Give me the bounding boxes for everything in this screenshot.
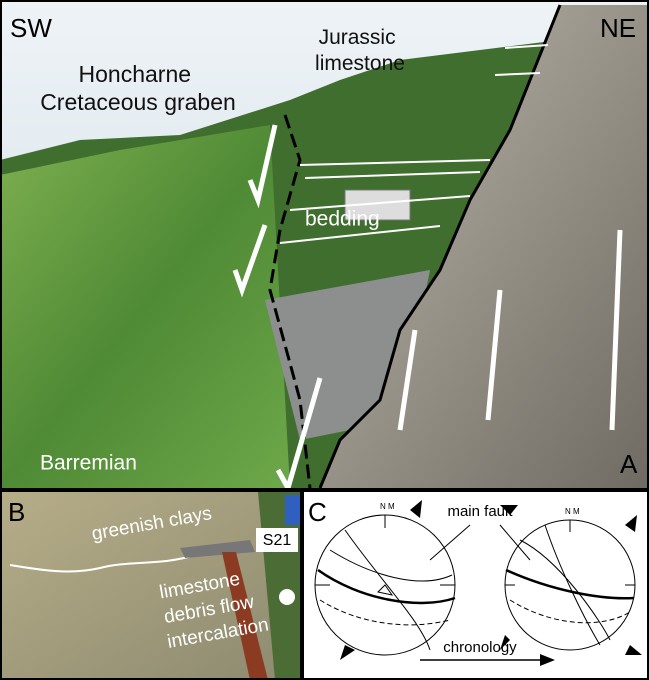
panel-c: C main fault N M N M chronology [304, 492, 649, 680]
upper-unit-line: limestone [315, 52, 405, 75]
chronology-arrowhead [540, 654, 555, 666]
fault-trace-ne [318, 4, 562, 489]
panel-label-c: C [308, 497, 327, 527]
rock-face [320, 5, 649, 488]
upper-unit: Jurassic limestone [315, 26, 405, 75]
north-label: N [380, 502, 386, 511]
panel-label-b: B [8, 497, 25, 527]
main-fault-pointers [429, 524, 531, 561]
graben-line: Cretaceous graben [40, 89, 236, 115]
divider [300, 492, 304, 680]
contact-line [9, 554, 196, 573]
hammer-handle [222, 552, 268, 680]
bedding-label: bedding [305, 208, 380, 231]
panel-a: SW NE Jurassic limestone Honcharne Creta… [0, 0, 649, 495]
sky-patch [285, 495, 300, 525]
panel-label-a: A [620, 449, 638, 479]
stereonet-right [504, 519, 636, 651]
site-box [256, 528, 298, 552]
upper-unit-line: Jurassic [319, 26, 396, 49]
chronology-label: chronology [443, 639, 517, 656]
north-label: N [565, 507, 571, 516]
panel-b: B greenish clays S21 limestone debris fl… [0, 492, 300, 680]
stereonet-left [314, 514, 456, 656]
graben-line: Honcharne [79, 61, 192, 87]
divider [0, 488, 649, 492]
site-marker [279, 589, 295, 605]
north-label: M [573, 507, 580, 516]
main-fault-label: main fault [447, 503, 513, 520]
north-label: M [388, 502, 395, 511]
bedding-lines [279, 44, 549, 244]
sense-arrows [232, 124, 623, 495]
lower-unit: Barremian [40, 452, 137, 475]
graben-vegetation [0, 125, 290, 488]
site-label: S21 [263, 532, 292, 549]
corner-sw: SW [10, 13, 52, 43]
corner-ne: NE [600, 13, 636, 43]
stress-arrows [340, 500, 642, 660]
graben-label: Honcharne Cretaceous graben [40, 61, 236, 115]
main-fault [268, 114, 312, 489]
